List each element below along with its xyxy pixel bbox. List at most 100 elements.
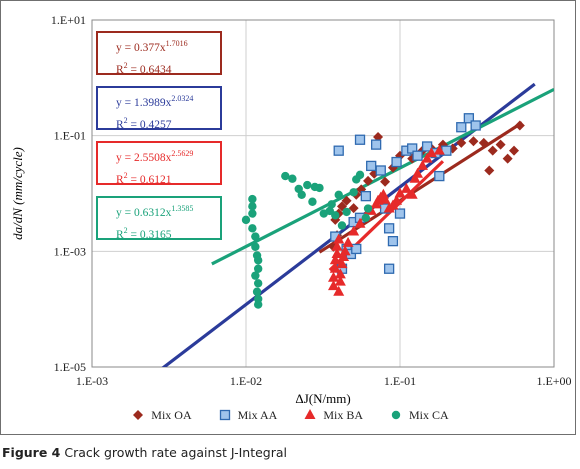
- data-point-mix-aa: [351, 243, 362, 255]
- caption-label: Figure 4: [2, 445, 61, 460]
- data-point-mix-aa: [383, 223, 395, 234]
- equation-line: y = 0.6312x1.3585: [116, 204, 194, 219]
- data-point-mix-oa: [484, 165, 495, 176]
- legend-label: Mix OA: [151, 407, 192, 422]
- chart-legend: Mix OA Mix AA Mix BA Mix CA: [0, 405, 580, 425]
- data-point-mix-ca: [297, 190, 306, 199]
- r-squared-line: R2 = 0.3165: [116, 225, 172, 241]
- legend-marker-mix-oa: [133, 410, 144, 420]
- data-point-mix-oa: [380, 176, 391, 187]
- data-point-mix-ba: [372, 194, 384, 205]
- data-point-mix-ca: [251, 271, 260, 280]
- data-point-mix-ba: [334, 275, 346, 286]
- data-point-mix-aa: [383, 263, 395, 274]
- data-point-mix-ca: [248, 202, 257, 211]
- data-point-mix-ba: [342, 236, 354, 247]
- x-tick-label: 1.E-02: [230, 374, 262, 388]
- data-point-mix-ba: [339, 245, 351, 256]
- data-point-mix-ca: [315, 183, 324, 193]
- data-point-mix-ba: [400, 182, 412, 193]
- y-tick-label: 1.E-03: [54, 244, 86, 258]
- data-point-mix-ba: [377, 188, 389, 199]
- data-point-mix-oa: [363, 175, 374, 186]
- r-squared-line: R2 = 0.6121: [116, 170, 172, 186]
- data-point-mix-aa: [407, 143, 418, 154]
- legend-marker-mix-aa: [219, 409, 230, 421]
- data-point-mix-aa: [333, 145, 344, 156]
- data-point-mix-ba: [354, 217, 366, 228]
- data-point-mix-ca: [288, 174, 297, 183]
- data-point-mix-aa: [387, 235, 399, 247]
- data-point-mix-ca: [331, 211, 340, 220]
- data-point-mix-ba: [417, 159, 429, 170]
- data-point-mix-ba: [331, 240, 343, 251]
- legend-label: Mix BA: [323, 407, 364, 422]
- data-point-mix-ba: [331, 247, 343, 258]
- data-point-mix-oa: [456, 137, 467, 148]
- data-point-mix-ca: [363, 204, 373, 213]
- data-point-mix-ba: [333, 285, 345, 296]
- data-point-mix-ca: [251, 242, 260, 251]
- r-squared-line: R2 = 0.6434: [116, 60, 172, 76]
- legend-label: Mix AA: [237, 407, 278, 422]
- data-point-mix-aa: [391, 156, 402, 168]
- data-point-mix-oa: [373, 131, 384, 142]
- data-point-mix-ca: [355, 170, 365, 180]
- caption-text: Crack growth rate against J-Integral: [60, 445, 287, 460]
- data-point-mix-ca: [241, 215, 251, 225]
- legend-marker-mix-ba: [304, 409, 316, 419]
- data-point-mix-ba: [391, 194, 403, 205]
- data-point-mix-aa: [394, 208, 406, 219]
- data-point-mix-ca: [251, 232, 260, 241]
- data-point-mix-aa: [470, 120, 481, 131]
- data-point-mix-oa: [514, 120, 525, 131]
- data-point-mix-ca: [253, 279, 263, 288]
- data-point-mix-oa: [468, 136, 479, 147]
- data-point-mix-ba: [406, 188, 418, 199]
- y-axis-label: da/dN (mm/cycle): [10, 147, 25, 240]
- data-point-mix-ca: [248, 224, 257, 233]
- y-tick-label: 1.E+01: [51, 13, 86, 27]
- data-point-mix-ca: [337, 221, 347, 230]
- figure-caption: Figure 4 Crack growth rate against J-Int…: [2, 445, 287, 460]
- data-point-mix-aa: [366, 160, 377, 172]
- data-point-mix-aa: [456, 122, 467, 133]
- data-point-mix-oa: [341, 195, 352, 206]
- legend-item-mix-oa: Mix OA: [131, 407, 192, 423]
- data-point-mix-ca: [308, 197, 317, 206]
- data-point-mix-aa: [370, 139, 382, 150]
- equation-box-mix-ba: y = 2.5508x2.5629 R2 = 0.6121: [96, 141, 222, 186]
- data-point-mix-ba: [409, 172, 421, 183]
- legend-marker-mix-ca: [391, 410, 401, 420]
- legend-item-mix-ba: Mix BA: [303, 408, 363, 423]
- data-point-mix-ba: [328, 271, 340, 282]
- data-point-mix-aa: [375, 165, 386, 176]
- data-point-mix-ca: [248, 194, 257, 204]
- data-point-mix-ca: [253, 264, 263, 273]
- data-point-mix-aa: [463, 113, 475, 124]
- data-point-mix-aa: [354, 134, 366, 145]
- data-point-mix-ca: [327, 200, 336, 209]
- r-squared-line: R2 = 0.4257: [116, 115, 172, 131]
- data-point-mix-aa: [421, 141, 433, 152]
- data-point-mix-ba: [412, 167, 424, 178]
- legend-item-mix-aa: Mix AA: [218, 407, 278, 423]
- legend-item-mix-ca: Mix CA: [389, 408, 449, 423]
- data-point-mix-oa: [495, 139, 506, 150]
- equation-line: y = 1.3989x2.0324: [116, 94, 194, 109]
- data-point-mix-oa: [487, 145, 498, 156]
- y-tick-label: 1.E-05: [54, 360, 86, 374]
- data-point-mix-oa: [509, 145, 520, 156]
- data-point-mix-aa: [360, 190, 371, 202]
- equation-box-mix-oa: y = 0.377x1.7016 R2 = 0.6434: [96, 31, 222, 76]
- data-point-mix-ca: [253, 256, 263, 265]
- equation-box-mix-aa: y = 1.3989x2.0324 R2 = 0.4257: [96, 86, 222, 131]
- legend-label: Mix CA: [409, 407, 449, 422]
- x-axis-label: ΔJ(N/mm): [295, 391, 350, 406]
- data-point-mix-ca: [281, 171, 290, 181]
- data-point-mix-ba: [394, 187, 406, 198]
- data-point-mix-ba: [336, 258, 348, 269]
- data-point-mix-ca: [349, 188, 358, 197]
- data-point-mix-ba: [333, 233, 345, 244]
